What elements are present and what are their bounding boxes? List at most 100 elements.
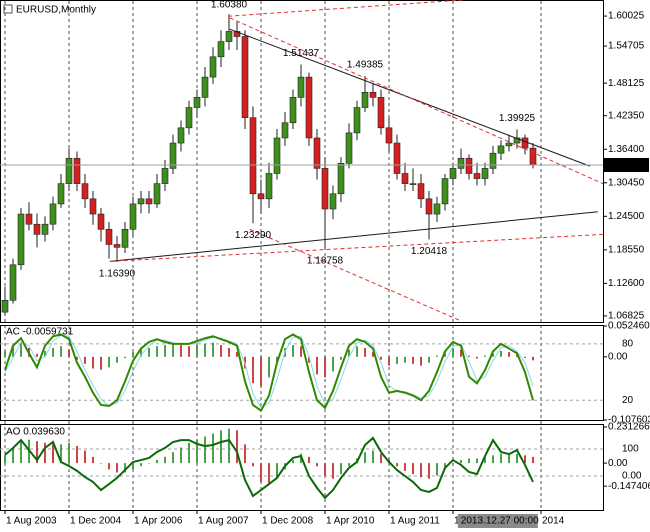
histogram-bar	[324, 356, 326, 378]
histogram-bar	[508, 352, 510, 357]
x-tick-label: 1 Aug 2011	[390, 516, 440, 527]
candle-body	[297, 76, 305, 98]
symbol-icon	[3, 4, 13, 14]
price-annotation: 1.60380	[211, 0, 248, 11]
x-tick-label: 1 Dec 2008	[262, 516, 314, 527]
histogram-bar	[148, 347, 150, 357]
histogram-bar	[188, 346, 190, 357]
histogram-bar	[260, 463, 262, 482]
histogram-bar	[172, 452, 174, 464]
candle-body	[65, 157, 73, 184]
candle-body	[265, 173, 273, 200]
histogram-bar	[412, 463, 414, 475]
candle-body	[257, 193, 265, 200]
candle-body	[409, 183, 417, 185]
candle-body	[193, 97, 201, 108]
y-tick-label: -0.147406	[608, 481, 650, 492]
histogram-bar	[276, 463, 278, 479]
histogram-bar	[476, 458, 478, 464]
trend-line	[109, 233, 603, 262]
histogram-bar	[68, 442, 70, 464]
candle-body	[1, 299, 9, 313]
histogram-bar	[116, 356, 118, 363]
candle-body	[217, 41, 225, 58]
histogram-bar	[52, 444, 54, 464]
histogram-bar	[84, 450, 86, 464]
candle-body	[9, 264, 17, 301]
histogram-bar	[204, 343, 206, 357]
candle-body	[41, 223, 49, 235]
histogram-bar	[292, 345, 294, 357]
y-tick-label: 1.30450	[608, 177, 645, 188]
trend-line	[249, 228, 461, 322]
candle-body	[449, 168, 457, 179]
histogram-bar	[332, 463, 334, 479]
candle-body	[49, 203, 57, 225]
candle-body	[25, 213, 33, 225]
candle-body	[465, 157, 473, 174]
histogram-bar	[140, 463, 142, 467]
candle-body	[17, 213, 25, 266]
histogram-bar	[156, 346, 158, 357]
candle-body	[105, 228, 113, 245]
last-price-label: 1.33607	[607, 160, 644, 171]
histogram-bar	[156, 460, 158, 464]
histogram-bar	[180, 447, 182, 464]
histogram-bar	[340, 356, 342, 360]
histogram-bar	[428, 463, 430, 479]
y-tick-label: 1.48125	[608, 78, 645, 89]
candle-body	[393, 142, 401, 174]
histogram-bar	[60, 346, 62, 357]
histogram-bar	[268, 463, 270, 484]
histogram-bar	[484, 355, 486, 357]
histogram-bar	[404, 463, 406, 471]
y-tick-label: 1.12600	[608, 278, 645, 289]
histogram-bar	[140, 349, 142, 357]
candle-body	[225, 31, 233, 42]
histogram-bar	[364, 347, 366, 357]
histogram-bar	[180, 345, 182, 357]
histogram-bar	[452, 347, 454, 357]
y-tick-label: 1.54705	[608, 41, 645, 52]
ao-plot	[0, 428, 603, 500]
candle-body	[153, 183, 161, 205]
histogram-bar	[12, 345, 14, 357]
candle-body	[273, 137, 281, 174]
histogram-bar	[116, 463, 118, 473]
price-annotation: 1.39925	[499, 113, 536, 124]
cursor-box	[457, 514, 538, 528]
histogram-bar	[292, 460, 294, 464]
histogram-bar	[76, 356, 78, 360]
histogram-bar	[212, 342, 214, 357]
histogram-bar	[308, 356, 310, 363]
candle-body	[129, 203, 137, 230]
x-tick-label: 1	[454, 516, 460, 527]
histogram-bar	[4, 455, 6, 464]
histogram-bar	[420, 463, 422, 478]
histogram-bar	[212, 433, 214, 464]
histogram-bar	[84, 356, 86, 364]
chart-title: EURUSD,Monthly	[16, 5, 96, 16]
y-tick-label: 1.24500	[608, 211, 645, 222]
histogram-bar	[100, 356, 102, 370]
histogram-bar	[340, 463, 342, 475]
histogram-bar	[348, 349, 350, 357]
trend-line	[228, 0, 470, 17]
histogram-bar	[404, 356, 406, 363]
histogram-bar	[124, 463, 126, 473]
y-tick-label: 0.00	[608, 351, 628, 362]
price-annotation: 1.18758	[307, 255, 344, 266]
x-tick-label: 2014	[542, 516, 565, 527]
histogram-bar	[68, 349, 70, 357]
histogram-bar	[524, 356, 526, 358]
histogram-bar	[196, 439, 198, 464]
histogram-bar	[380, 453, 382, 464]
histogram-bar	[252, 463, 254, 467]
histogram-bar	[412, 356, 414, 364]
histogram-bar	[164, 345, 166, 357]
candle-body	[57, 183, 65, 205]
candle-body	[505, 142, 513, 147]
candle-body	[401, 173, 409, 184]
histogram-bar	[460, 460, 462, 464]
